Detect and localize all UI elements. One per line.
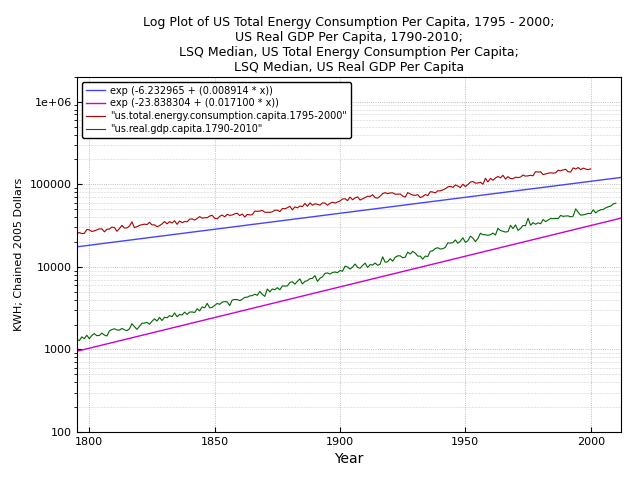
- "us.real.gdp.capita.1790-2010": [120, 327, 128, 333]
- Y-axis label: KWH; Chained 2005 Dollars: KWH; Chained 2005 Dollars: [14, 178, 24, 331]
- exp (-23.838304 + (0.017100 * x)): [388, 271, 396, 277]
- "us.total.energy.consumption.capita.1795-2000": [73, 231, 81, 237]
- exp (-23.838304 + (0.017100 * x)): [617, 216, 625, 221]
- "us.real.gdp.capita.1790-2010": [60, 346, 68, 351]
- exp (-6.232965 + (0.008914 * x)): [204, 228, 211, 233]
- X-axis label: Year: Year: [334, 453, 364, 467]
- exp (-23.838304 + (0.017100 * x)): [479, 249, 487, 255]
- "us.real.gdp.capita.1790-2010": [241, 294, 248, 300]
- Title: Log Plot of US Total Energy Consumption Per Capita, 1795 - 2000;
US Real GDP Per: Log Plot of US Total Energy Consumption …: [143, 16, 554, 74]
- "us.real.gdp.capita.1790-2010": [612, 200, 620, 206]
- Line: exp (-6.232965 + (0.008914 * x)): exp (-6.232965 + (0.008914 * x)): [64, 178, 621, 249]
- "us.total.energy.consumption.capita.1795-2000": [218, 212, 226, 218]
- exp (-6.232965 + (0.008914 * x)): [432, 198, 440, 204]
- exp (-6.232965 + (0.008914 * x)): [479, 192, 487, 198]
- exp (-6.232965 + (0.008914 * x)): [312, 214, 320, 219]
- exp (-6.232965 + (0.008914 * x)): [159, 233, 166, 239]
- Line: "us.total.energy.consumption.capita.1795-2000": "us.total.energy.consumption.capita.1795…: [77, 168, 591, 234]
- Line: exp (-23.838304 + (0.017100 * x)): exp (-23.838304 + (0.017100 * x)): [64, 218, 621, 354]
- exp (-6.232965 + (0.008914 * x)): [388, 204, 396, 209]
- exp (-6.232965 + (0.008914 * x)): [617, 175, 625, 180]
- Line: "us.real.gdp.capita.1790-2010": "us.real.gdp.capita.1790-2010": [64, 203, 616, 348]
- exp (-23.838304 + (0.017100 * x)): [159, 327, 166, 333]
- "us.total.energy.consumption.capita.1795-2000": [125, 223, 133, 229]
- exp (-23.838304 + (0.017100 * x)): [312, 290, 320, 296]
- exp (-6.232965 + (0.008914 * x)): [60, 246, 68, 252]
- exp (-23.838304 + (0.017100 * x)): [60, 351, 68, 357]
- Legend: exp (-6.232965 + (0.008914 * x)), exp (-23.838304 + (0.017100 * x)), "us.total.e: exp (-6.232965 + (0.008914 * x)), exp (-…: [82, 82, 351, 138]
- "us.total.energy.consumption.capita.1795-2000": [81, 230, 88, 236]
- exp (-23.838304 + (0.017100 * x)): [432, 261, 440, 266]
- "us.real.gdp.capita.1790-2010": [218, 299, 226, 305]
- "us.total.energy.consumption.capita.1795-2000": [156, 223, 163, 228]
- exp (-23.838304 + (0.017100 * x)): [204, 316, 211, 322]
- "us.real.gdp.capita.1790-2010": [376, 261, 384, 267]
- "us.total.energy.consumption.capita.1795-2000": [587, 166, 595, 172]
- "us.real.gdp.capita.1790-2010": [333, 270, 341, 276]
- "us.total.energy.consumption.capita.1795-2000": [547, 170, 554, 176]
- "us.real.gdp.capita.1790-2010": [419, 256, 427, 262]
- "us.total.energy.consumption.capita.1795-2000": [271, 207, 278, 213]
- "us.total.energy.consumption.capita.1795-2000": [574, 165, 582, 170]
